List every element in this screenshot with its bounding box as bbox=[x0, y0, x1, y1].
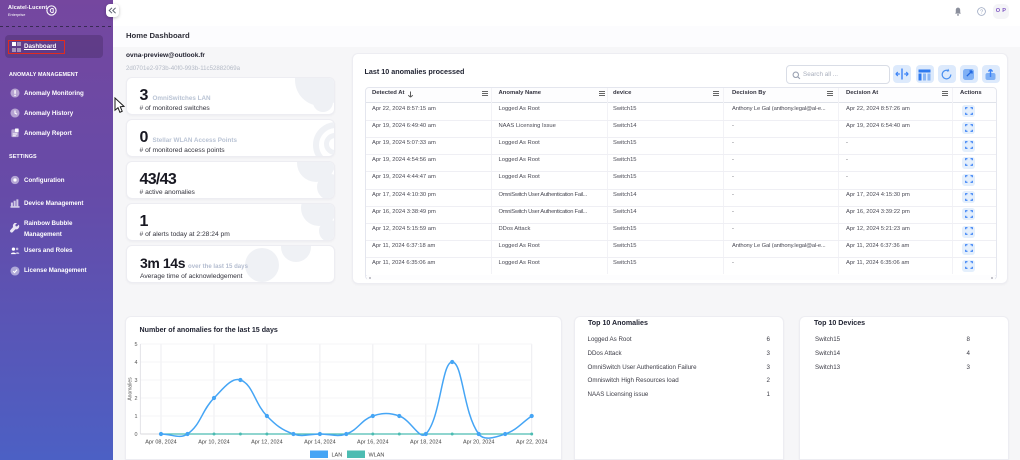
svg-text:Apr 16, 2024: Apr 16, 2024 bbox=[357, 440, 389, 446]
svg-text:Anomalies: Anomalies bbox=[128, 377, 134, 401]
svg-text:5: 5 bbox=[135, 342, 138, 348]
svg-text:Apr 14, 2024: Apr 14, 2024 bbox=[304, 440, 336, 446]
svg-text:WLAN: WLAN bbox=[369, 453, 385, 459]
svg-text:Apr 12, 2024: Apr 12, 2024 bbox=[251, 440, 283, 446]
svg-text:2: 2 bbox=[135, 396, 138, 402]
svg-text:Apr 08, 2024: Apr 08, 2024 bbox=[145, 440, 177, 446]
svg-text:Apr 18, 2024: Apr 18, 2024 bbox=[410, 440, 442, 446]
svg-text:Apr 22, 2024: Apr 22, 2024 bbox=[516, 440, 548, 446]
svg-text:1: 1 bbox=[135, 414, 138, 420]
svg-text:0: 0 bbox=[135, 432, 138, 438]
svg-text:Apr 10, 2024: Apr 10, 2024 bbox=[198, 440, 230, 446]
svg-text:Apr 20, 2024: Apr 20, 2024 bbox=[463, 440, 495, 446]
svg-text:4: 4 bbox=[135, 360, 138, 366]
svg-text:3: 3 bbox=[135, 378, 138, 384]
svg-text:?: ? bbox=[979, 10, 982, 16]
svg-text:LAN: LAN bbox=[332, 453, 343, 459]
